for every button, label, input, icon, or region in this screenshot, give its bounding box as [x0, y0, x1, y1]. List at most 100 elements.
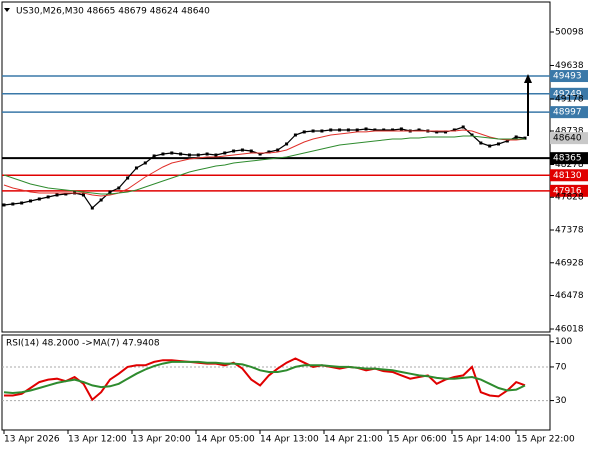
candle — [11, 202, 15, 206]
candle — [99, 198, 103, 202]
y-tick-label: 48278 — [555, 160, 584, 170]
y-tick-label: 46478 — [555, 291, 584, 301]
candle — [223, 151, 227, 155]
candle — [320, 129, 324, 133]
level-label: 49249 — [553, 89, 582, 99]
series-line — [3, 129, 526, 197]
menu-icon — [4, 8, 10, 12]
candle — [444, 130, 448, 134]
candle — [505, 139, 509, 143]
candle — [302, 130, 306, 134]
candle — [497, 142, 501, 146]
candle — [346, 128, 350, 132]
x-tick-label: 14 Apr 21:00 — [324, 435, 383, 445]
candle — [134, 166, 138, 170]
level-label-bg — [550, 106, 588, 119]
chart-title: US30,M26,M30 48665 48679 48624 48640 — [16, 7, 210, 17]
candle — [170, 151, 174, 155]
candle — [161, 152, 165, 156]
level-label-bg — [550, 152, 588, 165]
x-tick-label: 14 Apr 05:00 — [196, 435, 255, 445]
candle — [196, 153, 200, 157]
candle — [276, 148, 280, 152]
level-label: 48997 — [553, 108, 582, 118]
candle — [143, 161, 147, 165]
candle — [46, 195, 50, 199]
candle — [523, 136, 527, 140]
candle — [435, 130, 439, 134]
y-tick-label: 100 — [555, 337, 572, 347]
candle — [240, 148, 244, 152]
y-tick-label: 70 — [555, 362, 567, 372]
level-label-bg — [550, 87, 588, 100]
price-label: 48640 — [553, 134, 582, 144]
candle — [311, 129, 315, 133]
candle — [152, 154, 156, 158]
y-tick-label: 50098 — [555, 27, 584, 37]
y-tick-label: 47378 — [555, 226, 584, 236]
candle — [2, 203, 6, 207]
x-tick-label: 14 Apr 13:00 — [260, 435, 319, 445]
level-label-bg — [550, 184, 588, 197]
x-tick-label: 13 Apr 20:00 — [132, 435, 191, 445]
x-tick-label: 15 Apr 22:00 — [516, 435, 575, 445]
candle — [126, 176, 130, 180]
candle — [364, 127, 368, 131]
candle — [470, 133, 474, 137]
candle — [461, 125, 465, 129]
y-tick-label: 49638 — [555, 61, 584, 71]
candle — [187, 153, 191, 157]
candle — [488, 144, 492, 148]
candle — [81, 193, 85, 197]
candle — [514, 135, 518, 139]
candle — [28, 199, 32, 203]
candle — [258, 152, 262, 156]
candle — [452, 128, 456, 132]
series-line — [3, 360, 526, 395]
candle — [179, 152, 183, 156]
rsi-title: RSI(14) 48.2000 ->MA(7) 47.9408 — [6, 339, 160, 349]
candle — [232, 149, 236, 153]
rsi-panel — [1, 334, 551, 431]
candle — [20, 201, 24, 205]
candle — [117, 186, 121, 190]
candle — [479, 141, 483, 145]
arrow-head — [524, 74, 532, 83]
candle — [382, 128, 386, 132]
candle — [214, 153, 218, 157]
candle — [285, 142, 289, 146]
level-label: 49493 — [553, 72, 582, 82]
candle — [399, 127, 403, 131]
y-tick-label: 49178 — [555, 94, 584, 104]
candle — [417, 128, 421, 132]
y-tick-label: 47828 — [555, 193, 584, 203]
candle — [55, 193, 59, 197]
candle — [37, 197, 41, 201]
level-label-bg — [550, 169, 588, 182]
x-tick-label: 13 Apr 12:00 — [68, 435, 127, 445]
level-label: 47916 — [553, 186, 582, 196]
candle — [249, 149, 253, 153]
price-label-bg — [550, 132, 588, 145]
candle — [267, 150, 271, 154]
series-line — [4, 357, 526, 402]
x-tick-label: 13 Apr 2026 — [4, 435, 60, 445]
y-tick-label: 46928 — [555, 258, 584, 268]
main-panel — [1, 1, 551, 333]
candle — [355, 128, 359, 132]
x-tick-label: 15 Apr 14:00 — [452, 435, 511, 445]
candle — [391, 128, 395, 132]
candle — [90, 206, 94, 210]
candle — [205, 152, 209, 156]
candle — [338, 128, 342, 132]
x-tick-label: 15 Apr 06:00 — [388, 435, 447, 445]
level-label: 48365 — [553, 154, 582, 164]
candle — [329, 128, 333, 132]
candle — [293, 133, 297, 137]
y-tick-label: 48738 — [555, 127, 584, 137]
series-line — [3, 135, 525, 195]
y-tick-label: 46018 — [555, 325, 584, 335]
y-tick-label: 30 — [555, 396, 567, 406]
